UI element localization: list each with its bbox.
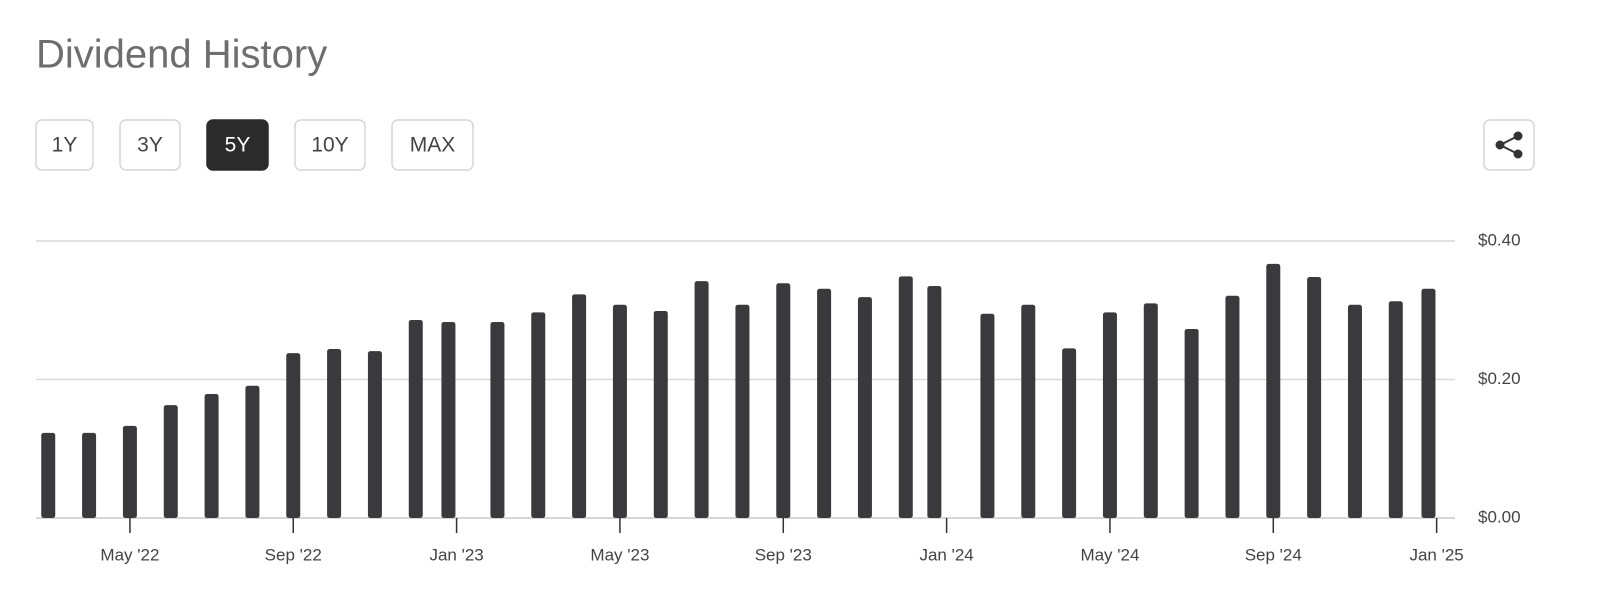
x-tick-label: May '24 — [1080, 545, 1139, 564]
bar — [1102, 312, 1117, 518]
x-tick-label: Jan '25 — [1409, 545, 1463, 564]
bar — [41, 432, 56, 518]
bar — [367, 351, 382, 518]
range-button-frame — [35, 119, 94, 171]
share-button[interactable] — [1483, 119, 1535, 171]
bar — [490, 322, 505, 518]
share-button-frame — [1483, 119, 1535, 171]
bar — [1421, 288, 1436, 518]
range-button[interactable]: 5Y — [206, 119, 269, 171]
bar — [82, 432, 97, 518]
bar — [1143, 303, 1158, 518]
x-tick-label: May '23 — [590, 545, 649, 564]
bar — [817, 288, 832, 518]
x-tick-label: Sep '24 — [1245, 545, 1302, 564]
x-tick-label: Jan '24 — [919, 545, 973, 564]
bar — [441, 322, 456, 518]
range-button-frame — [119, 119, 181, 171]
bar — [898, 276, 913, 518]
bar — [857, 297, 872, 518]
bar — [653, 310, 668, 518]
y-tick-label: $0.40 — [1478, 230, 1521, 249]
range-button[interactable]: 10Y — [294, 119, 366, 171]
range-button-label: 1Y — [52, 134, 78, 157]
share-icon — [1495, 131, 1523, 159]
bar — [122, 425, 137, 518]
range-button-frame — [391, 119, 474, 171]
bar — [1021, 304, 1036, 518]
bar — [980, 313, 995, 518]
bar — [1266, 263, 1281, 518]
bar — [204, 394, 219, 518]
range-button[interactable]: MAX — [391, 119, 474, 171]
x-tick-label: Jan '23 — [429, 545, 483, 564]
bar — [1388, 301, 1403, 518]
range-button-label: MAX — [410, 134, 456, 157]
bar — [327, 349, 342, 518]
bar — [612, 304, 627, 518]
bar — [1225, 295, 1240, 518]
range-button-label: 3Y — [137, 134, 163, 157]
bar — [286, 353, 301, 518]
y-tick-label: $0.20 — [1478, 369, 1521, 388]
bar — [1347, 304, 1362, 518]
bar — [163, 405, 178, 518]
range-button[interactable]: 3Y — [119, 119, 181, 171]
bar — [1062, 348, 1077, 518]
bar — [572, 294, 587, 518]
range-button-label: 10Y — [311, 134, 348, 157]
chart-title: Dividend History — [36, 33, 327, 77]
bar — [735, 304, 750, 518]
range-button[interactable]: 1Y — [35, 119, 94, 171]
bar — [408, 319, 423, 518]
bar — [1184, 328, 1199, 518]
range-button-frame — [294, 119, 366, 171]
x-tick-label: May '22 — [100, 545, 159, 564]
x-tick-label: Sep '23 — [755, 545, 812, 564]
x-tick-label: Sep '22 — [265, 545, 322, 564]
bar — [245, 385, 260, 518]
range-button-frame — [206, 119, 269, 171]
bar — [927, 286, 942, 518]
bar — [1307, 277, 1322, 518]
y-tick-label: $0.00 — [1478, 507, 1521, 526]
range-button-label: 5Y — [225, 134, 251, 157]
bar — [694, 281, 709, 518]
bar — [531, 312, 546, 518]
bar — [776, 283, 791, 518]
